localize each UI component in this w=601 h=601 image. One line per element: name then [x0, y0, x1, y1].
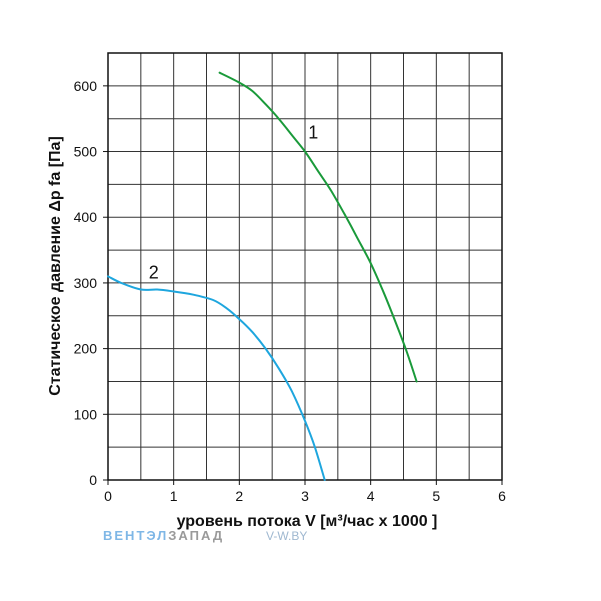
watermark-brand: ВЕНТЭЛЗАПАД	[103, 528, 224, 543]
x-axis-title: уровень потока V [м³/час x 1000 ]	[177, 513, 438, 530]
watermark-brand-part1: ВЕНТЭЛ	[103, 528, 168, 543]
y-tick-label: 300	[74, 275, 98, 291]
x-tick-label: 3	[301, 488, 309, 504]
series-label-2: 2	[149, 262, 159, 282]
y-tick-label: 400	[74, 209, 98, 225]
y-tick-label: 100	[74, 406, 98, 422]
grid	[108, 53, 502, 480]
series-label-1: 1	[308, 122, 318, 142]
watermark: ВЕНТЭЛЗАПАД V-W.BY	[103, 528, 307, 543]
y-tick-label: 0	[89, 472, 97, 488]
watermark-url: V-W.BY	[266, 529, 307, 543]
series-line-2	[107, 275, 326, 481]
x-tick-label: 6	[498, 488, 506, 504]
y-tick-label: 200	[74, 341, 98, 357]
y-tick-label: 500	[74, 144, 98, 160]
series-line-1	[218, 71, 418, 383]
series-labels: 12	[149, 122, 319, 282]
y-axis-title: Статическое давление Δp fa [Па]	[47, 136, 64, 396]
y-axis-ticks: 0 100 200 300 400 500 600	[74, 78, 108, 488]
series-group	[107, 71, 418, 481]
x-tick-label: 5	[432, 488, 440, 504]
x-axis-ticks: 0 1 2 3 4 5 6	[104, 480, 506, 504]
x-tick-label: 1	[170, 488, 178, 504]
y-tick-label: 600	[74, 78, 98, 94]
x-tick-label: 0	[104, 488, 112, 504]
x-tick-label: 4	[367, 488, 375, 504]
x-tick-label: 2	[235, 488, 243, 504]
watermark-brand-part2: ЗАПАД	[168, 528, 224, 543]
